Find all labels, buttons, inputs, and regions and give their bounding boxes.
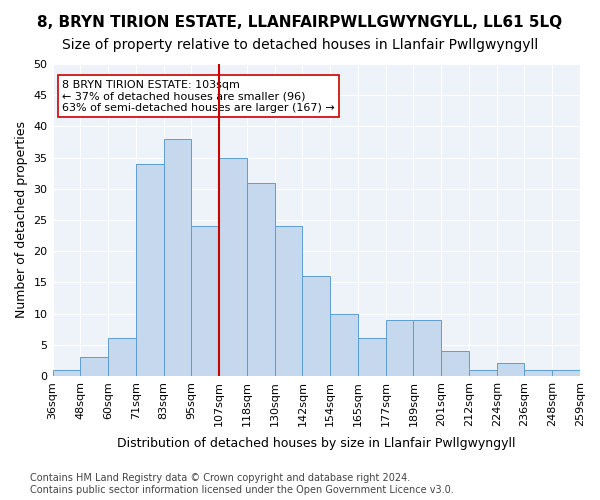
- Bar: [164, 139, 191, 376]
- Bar: [302, 276, 330, 376]
- Bar: [275, 226, 302, 376]
- Text: Contains HM Land Registry data © Crown copyright and database right 2024.
Contai: Contains HM Land Registry data © Crown c…: [30, 474, 454, 495]
- Text: Size of property relative to detached houses in Llanfair Pwllgwyngyll: Size of property relative to detached ho…: [62, 38, 538, 52]
- Bar: [552, 370, 580, 376]
- Bar: [80, 357, 108, 376]
- Bar: [108, 338, 136, 376]
- Bar: [497, 364, 524, 376]
- Text: 8 BRYN TIRION ESTATE: 103sqm
← 37% of detached houses are smaller (96)
63% of se: 8 BRYN TIRION ESTATE: 103sqm ← 37% of de…: [62, 80, 335, 113]
- Text: 8, BRYN TIRION ESTATE, LLANFAIRPWLLGWYNGYLL, LL61 5LQ: 8, BRYN TIRION ESTATE, LLANFAIRPWLLGWYNG…: [37, 15, 563, 30]
- Bar: [191, 226, 219, 376]
- Bar: [358, 338, 386, 376]
- Bar: [247, 182, 275, 376]
- Bar: [441, 351, 469, 376]
- Bar: [413, 320, 441, 376]
- Bar: [386, 320, 413, 376]
- Bar: [53, 370, 80, 376]
- X-axis label: Distribution of detached houses by size in Llanfair Pwllgwyngyll: Distribution of detached houses by size …: [117, 437, 515, 450]
- Bar: [136, 164, 164, 376]
- Bar: [330, 314, 358, 376]
- Bar: [219, 158, 247, 376]
- Y-axis label: Number of detached properties: Number of detached properties: [15, 122, 28, 318]
- Bar: [469, 370, 497, 376]
- Bar: [524, 370, 552, 376]
